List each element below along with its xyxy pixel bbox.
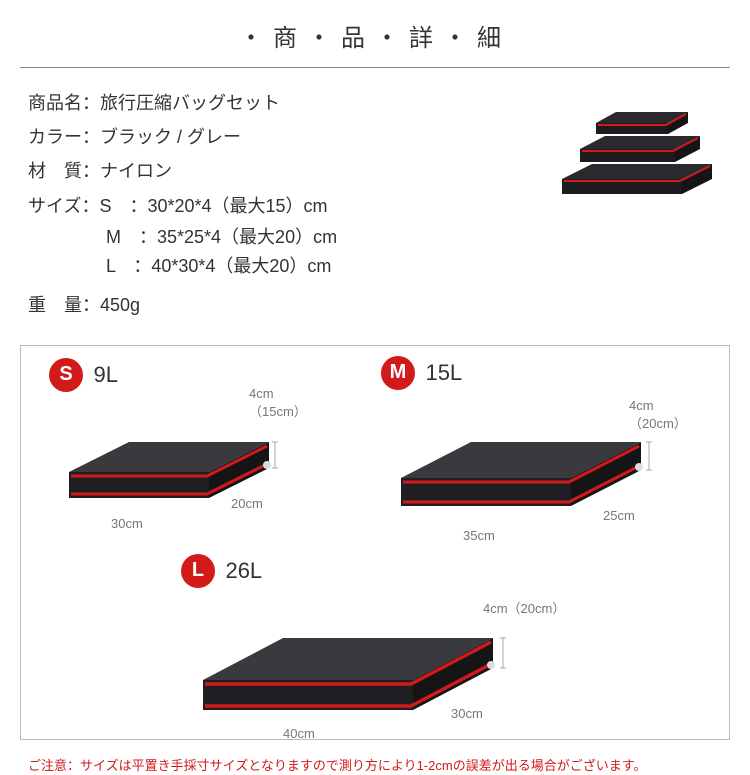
dim-w-l: 40cm: [283, 726, 315, 741]
size-badge-s: S: [49, 358, 83, 392]
spec-list: 商品名： 旅行圧縮バッグセット カラー： ブラック / グレー 材 質： ナイロ…: [28, 86, 532, 323]
thumbnail-stack: [552, 92, 722, 212]
liters-m: 15L: [425, 360, 462, 385]
spec-label: カラー：: [28, 120, 100, 154]
spec-value: 旅行圧縮バッグセット: [100, 86, 280, 120]
spec-size-l: L ：40*30*4（最大20）cm: [106, 252, 532, 281]
dim-w-m: 35cm: [463, 528, 495, 543]
dim-h-m: 4cm（20cm）: [629, 398, 701, 432]
spec-value: S ：30*20*4（最大15）cm: [99, 189, 327, 223]
spec-label: 重 量：: [28, 288, 100, 322]
spec-value: ナイロン: [100, 154, 172, 188]
dim-h-s: 4cm（15cm）: [249, 386, 319, 420]
spec-value: ブラック / グレー: [100, 120, 241, 154]
liters-s: 9L: [93, 362, 117, 387]
section-title: ・商・品・詳・細: [20, 0, 730, 68]
spec-size: サイズ： S ：30*20*4（最大15）cm: [28, 189, 532, 223]
spec-weight: 重 量： 450g: [28, 288, 532, 322]
spec-label: 材 質：: [28, 154, 100, 188]
bag-s: S 9L 4cm（15cm） 30cm 20cm: [49, 358, 319, 542]
dim-d-s: 20cm: [231, 496, 263, 511]
size-badge-m: M: [381, 356, 415, 390]
size-diagram: S 9L 4cm（15cm） 30cm 20cm M 15L: [20, 345, 730, 740]
spec-label: サイズ：: [28, 189, 99, 223]
liters-l: 26L: [225, 558, 262, 583]
spec-name: 商品名： 旅行圧縮バッグセット: [28, 86, 532, 120]
dim-w-s: 30cm: [111, 516, 143, 531]
spec-section: 商品名： 旅行圧縮バッグセット カラー： ブラック / グレー 材 質： ナイロ…: [0, 68, 750, 333]
bag-l: L 26L 4cm（20cm） 40cm 30cm: [181, 554, 561, 763]
dim-d-m: 25cm: [603, 508, 635, 523]
spec-size-m: M ：35*25*4（最大20）cm: [106, 223, 532, 252]
dim-d-l: 30cm: [451, 706, 483, 721]
stack-icon: [552, 92, 722, 212]
spec-value: 450g: [100, 288, 140, 322]
size-badge-l: L: [181, 554, 215, 588]
spec-color: カラー： ブラック / グレー: [28, 120, 532, 154]
dim-h-l: 4cm（20cm）: [483, 598, 561, 617]
spec-label: 商品名：: [28, 86, 100, 120]
spec-material: 材 質： ナイロン: [28, 154, 532, 188]
bag-m: M 15L 4cm（20cm） 35cm 25cm: [381, 356, 701, 560]
